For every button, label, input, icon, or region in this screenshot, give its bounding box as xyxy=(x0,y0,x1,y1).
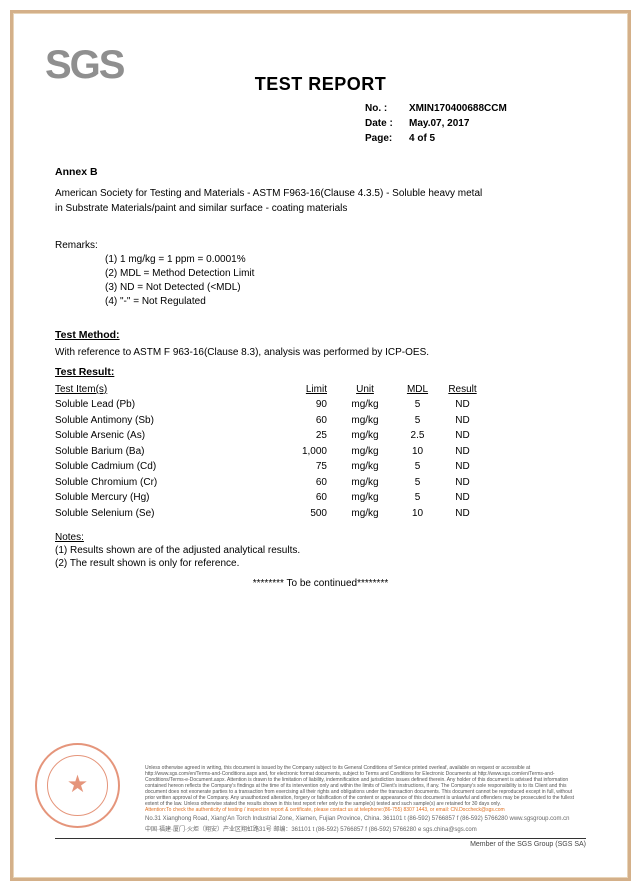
stamp-icon: ★ xyxy=(35,743,120,828)
cell-unit: mg/kg xyxy=(335,397,395,413)
meta-date-value: May.07, 2017 xyxy=(409,116,469,131)
table-row: Soluble Selenium (Se)500mg/kg10ND xyxy=(55,506,586,522)
report-meta: No. : XMIN170400688CCM Date : May.07, 20… xyxy=(365,101,586,146)
col-test-item: Test Item(s) xyxy=(55,384,275,395)
cell-unit: mg/kg xyxy=(335,490,395,506)
remark-item: (2) MDL = Method Detection Limit xyxy=(105,267,586,281)
member-line: Member of the SGS Group (SGS SA) xyxy=(55,841,586,848)
cell-result: ND xyxy=(440,459,485,475)
remark-item: (1) 1 mg/kg = 1 ppm = 0.0001% xyxy=(105,253,586,267)
table-header: Test Item(s) Limit Unit MDL Result xyxy=(55,384,586,395)
col-result: Result xyxy=(440,384,485,395)
cell-mdl: 5 xyxy=(395,397,440,413)
document-frame: SGS TEST REPORT No. : XMIN170400688CCM D… xyxy=(10,10,631,881)
cell-result: ND xyxy=(440,428,485,444)
col-limit: Limit xyxy=(275,384,335,395)
table-row: Soluble Chromium (Cr)60mg/kg5ND xyxy=(55,475,586,491)
cell-unit: mg/kg xyxy=(335,413,395,429)
notes-heading: Notes: xyxy=(55,532,84,543)
result-notes: Notes: (1) Results shown are of the adju… xyxy=(55,531,586,570)
cell-limit: 1,000 xyxy=(275,444,335,460)
cell-name: Soluble Lead (Pb) xyxy=(55,397,275,413)
meta-page-label: Page: xyxy=(365,131,409,146)
cell-name: Soluble Mercury (Hg) xyxy=(55,490,275,506)
test-result-heading: Test Result: xyxy=(55,366,586,378)
meta-date-label: Date : xyxy=(365,116,409,131)
table-row: Soluble Mercury (Hg)60mg/kg5ND xyxy=(55,490,586,506)
cell-limit: 500 xyxy=(275,506,335,522)
remark-item: (3) ND = Not Detected (<MDL) xyxy=(105,281,586,295)
cell-mdl: 5 xyxy=(395,413,440,429)
cell-result: ND xyxy=(440,444,485,460)
cell-name: Soluble Chromium (Cr) xyxy=(55,475,275,491)
test-method-text: With reference to ASTM F 963-16(Clause 8… xyxy=(55,347,586,358)
fine-print: Unless otherwise agreed in writing, this… xyxy=(145,765,575,807)
cell-result: ND xyxy=(440,413,485,429)
cell-result: ND xyxy=(440,397,485,413)
footer-divider xyxy=(55,838,586,839)
note-2: (2) The result shown is only for referen… xyxy=(55,558,239,569)
cell-name: Soluble Barium (Ba) xyxy=(55,444,275,460)
logo-text: SGS xyxy=(45,43,123,88)
table-row: Soluble Cadmium (Cd)75mg/kg5ND xyxy=(55,459,586,475)
cell-unit: mg/kg xyxy=(335,475,395,491)
annex-heading: Annex B xyxy=(55,166,586,178)
col-unit: Unit xyxy=(335,384,395,395)
meta-page-value: 4 of 5 xyxy=(409,131,435,146)
col-mdl: MDL xyxy=(395,384,440,395)
cell-name: Soluble Cadmium (Cd) xyxy=(55,459,275,475)
meta-no-value: XMIN170400688CCM xyxy=(409,101,507,116)
cell-mdl: 5 xyxy=(395,475,440,491)
description-line-2: in Substrate Materials/paint and similar… xyxy=(55,201,586,216)
meta-no-label: No. : xyxy=(365,101,409,116)
cell-unit: mg/kg xyxy=(335,444,395,460)
cell-result: ND xyxy=(440,475,485,491)
remarks-list: (1) 1 mg/kg = 1 ppm = 0.0001% (2) MDL = … xyxy=(105,253,586,309)
cell-limit: 60 xyxy=(275,490,335,506)
table-row: Soluble Arsenic (As)25mg/kg2.5ND xyxy=(55,428,586,444)
cell-name: Soluble Antimony (Sb) xyxy=(55,413,275,429)
cell-mdl: 2.5 xyxy=(395,428,440,444)
note-1: (1) Results shown are of the adjusted an… xyxy=(55,545,300,556)
cell-result: ND xyxy=(440,490,485,506)
table-row: Soluble Antimony (Sb)60mg/kg5ND xyxy=(55,413,586,429)
to-be-continued: ******** To be continued******** xyxy=(55,578,586,589)
footer: ★ Unless otherwise agreed in writing, th… xyxy=(55,765,586,848)
cell-limit: 25 xyxy=(275,428,335,444)
cell-limit: 90 xyxy=(275,397,335,413)
cell-unit: mg/kg xyxy=(335,506,395,522)
cell-limit: 75 xyxy=(275,459,335,475)
description-line-1: American Society for Testing and Materia… xyxy=(55,186,586,201)
address-line-1: No.31 Xianghong Road, Xiang'An Torch Ind… xyxy=(145,815,586,823)
table-row: Soluble Barium (Ba)1,000mg/kg10ND xyxy=(55,444,586,460)
remarks-label: Remarks: xyxy=(55,240,586,251)
remark-item: (4) "-" = Not Regulated xyxy=(105,295,586,309)
results-table: Test Item(s) Limit Unit MDL Result Solub… xyxy=(55,384,586,521)
cell-result: ND xyxy=(440,506,485,522)
fine-print-attention: Attention:To check the authenticity of t… xyxy=(145,807,586,813)
cell-name: Soluble Selenium (Se) xyxy=(55,506,275,522)
cell-mdl: 5 xyxy=(395,490,440,506)
report-title: TEST REPORT xyxy=(55,74,586,95)
cell-mdl: 5 xyxy=(395,459,440,475)
cell-unit: mg/kg xyxy=(335,459,395,475)
cell-unit: mg/kg xyxy=(335,428,395,444)
cell-mdl: 10 xyxy=(395,444,440,460)
table-row: Soluble Lead (Pb)90mg/kg5ND xyxy=(55,397,586,413)
address-line-2: 中国·福建·厦门·火炬（翔安）产业区翔虹路31号 邮编：361101 t (86… xyxy=(145,826,586,834)
test-method-heading: Test Method: xyxy=(55,329,586,341)
cell-name: Soluble Arsenic (As) xyxy=(55,428,275,444)
cell-mdl: 10 xyxy=(395,506,440,522)
cell-limit: 60 xyxy=(275,413,335,429)
cell-limit: 60 xyxy=(275,475,335,491)
star-icon: ★ xyxy=(67,770,89,799)
